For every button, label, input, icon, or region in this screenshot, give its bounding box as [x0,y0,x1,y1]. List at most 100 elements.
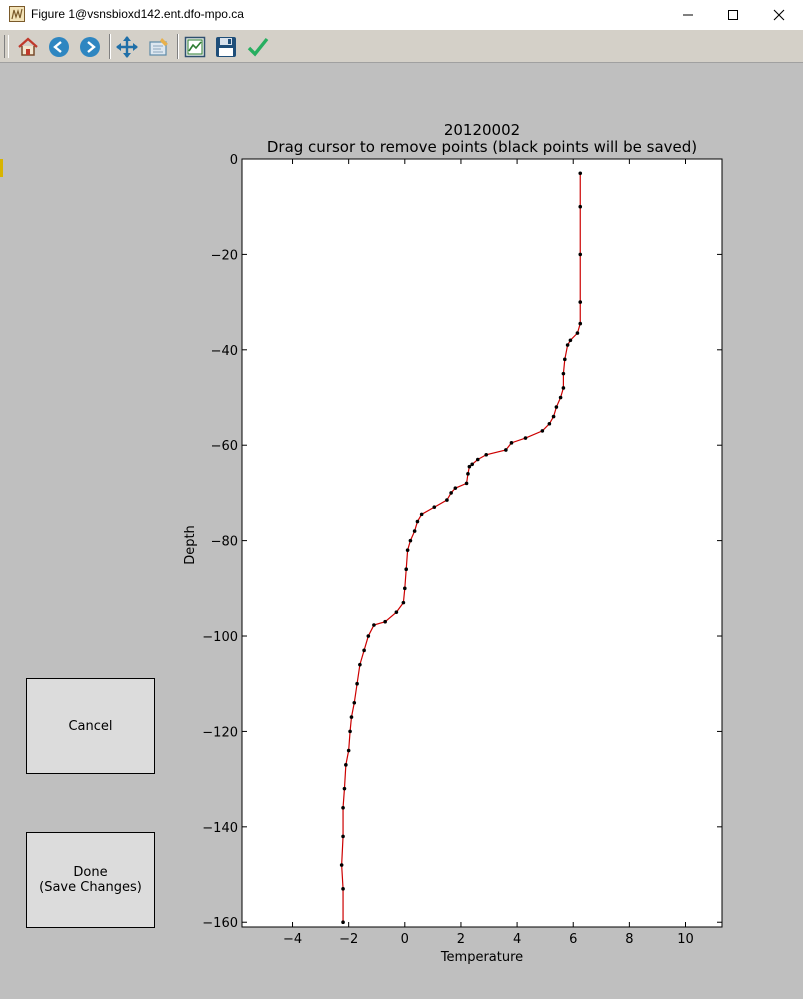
close-icon [773,9,785,21]
x-tick-label: −4 [283,932,302,947]
subplots-button[interactable] [182,34,208,60]
profile-point [470,462,474,467]
pan-button[interactable] [114,34,140,60]
profile-point [358,662,362,667]
matplotlib-icon [9,6,25,22]
profile-point [547,421,552,426]
profile-point [344,763,348,767]
temperature-depth-chart[interactable]: −4 −2 0 2 4 6 8 100−20−40−60−80−100−120−140−160… [0,63,803,999]
profile-point [348,729,352,734]
home-icon [18,37,38,56]
profile-point [449,491,453,495]
profile-point [346,748,351,753]
profile-point [565,343,570,347]
cancel-button[interactable]: Cancel [26,678,155,774]
profile-point [551,414,556,419]
profile-point [432,505,437,510]
profile-point [523,436,528,440]
profile-point [408,538,413,543]
pan-move-icon [116,36,138,58]
profile-point [578,171,583,176]
home-button[interactable] [15,34,41,60]
back-button[interactable] [46,34,72,60]
y-tick-label: 0 [230,153,238,168]
x-tick-label: 0 [401,932,409,947]
confirm-button[interactable] [245,34,271,60]
forward-button[interactable] [77,34,103,60]
profile-point [464,481,469,486]
y-tick-label: −160 [202,916,238,931]
profile-point [554,405,559,409]
back-arrow-icon [49,37,69,57]
done-save-changes-button[interactable]: Done (Save Changes) [26,832,155,928]
y-tick-label: −20 [211,248,238,263]
figure-canvas[interactable]: −4 −2 0 2 4 6 8 10 0 −20 −40 −60 −80 −100 −120 −140 −160… [0,63,803,999]
toolbar-grip [4,35,9,58]
x-tick-label: 2 [457,932,465,947]
profile-point [362,648,366,653]
profile-point [383,619,387,624]
profile-point [578,321,583,326]
checkmark-icon [247,37,269,57]
minimize-button[interactable] [665,0,711,30]
profile-point [349,715,354,719]
profile-point [575,331,580,335]
profile-point [475,457,480,462]
y-tick-label: −60 [211,439,238,454]
profile-point [563,357,567,362]
chart-title: 20120002 [444,121,520,139]
profile-point [419,512,424,517]
profile-point [540,429,545,433]
toolbar-separator [109,34,111,59]
save-floppy-icon [216,37,236,57]
x-axis-label: Temperature [440,950,523,965]
y-tick-label: −100 [202,630,238,645]
zoom-button[interactable] [146,34,172,60]
profile-point [401,600,406,605]
profile-point [341,887,345,891]
profile-point [561,371,566,376]
profile-point [578,252,583,257]
profile-point [558,395,563,400]
profile-point [339,863,344,867]
profile-point [394,610,399,614]
close-button[interactable] [756,0,802,30]
profile-point [342,786,347,791]
y-axis-label: Depth [183,525,198,565]
minimize-icon [683,14,693,16]
profile-point [352,701,357,705]
canvas-edge-marker [0,159,3,177]
window-title: Figure 1@vsnsbioxd142.ent.dfo-mpo.ca [31,7,244,21]
profile-point [403,586,407,591]
y-tick-label: −140 [202,821,238,836]
toolbar-separator [177,34,179,59]
plot-axes-frame [241,158,723,928]
y-tick-label: −40 [211,344,238,359]
zoom-rect-icon [149,38,168,56]
title-bar: Figure 1@vsnsbioxd142.ent.dfo-mpo.ca [0,0,803,30]
x-tick-label: −2 [339,932,358,947]
maximize-button[interactable] [710,0,756,30]
profile-point [466,472,470,476]
profile-point [372,623,376,627]
profile-point [412,529,417,533]
profile-point [341,805,345,810]
profile-point [561,386,566,390]
profile-point [404,567,409,572]
x-tick-label: 8 [625,932,633,947]
x-tick-label: 6 [569,932,577,947]
profile-point [366,634,371,638]
profile-point [341,920,345,925]
profile-point [405,548,410,552]
subplots-config-icon [184,36,206,58]
profile-point [341,834,345,839]
navigation-toolbar [0,30,803,63]
profile-point [467,464,472,469]
profile-point [484,452,489,457]
profile-point [568,338,573,343]
profile-point [578,300,583,304]
profile-point [445,498,449,502]
profile-point [355,681,359,686]
save-button[interactable] [213,34,239,60]
profile-point [504,448,508,452]
